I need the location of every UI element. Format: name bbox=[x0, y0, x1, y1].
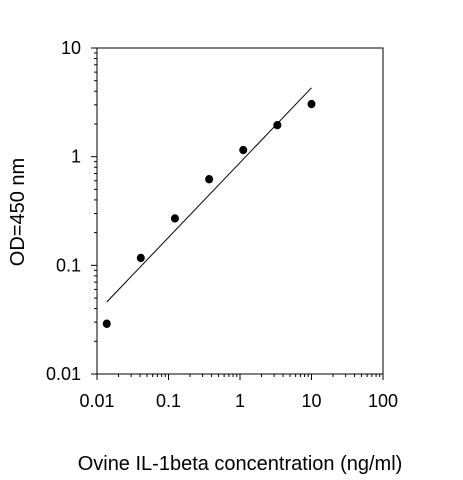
y-tick-label: 10 bbox=[61, 38, 81, 58]
y-tick-label: 1 bbox=[71, 147, 81, 167]
y-axis-title: OD=450 nm bbox=[7, 158, 29, 266]
data-point bbox=[273, 120, 282, 130]
x-tick-label: 10 bbox=[301, 391, 321, 411]
y-tick-label: 0.01 bbox=[46, 364, 81, 384]
data-point bbox=[239, 145, 248, 155]
x-tick-label: 100 bbox=[368, 391, 398, 411]
data-point bbox=[102, 319, 111, 328]
y-axis-ticks: 0.01 0.1 1 10 bbox=[46, 38, 97, 384]
x-tick-label: 0.1 bbox=[156, 391, 181, 411]
data-point bbox=[136, 253, 145, 263]
y-tick-label: 0.1 bbox=[56, 255, 81, 275]
x-tick-label: 1 bbox=[235, 391, 245, 411]
x-axis-title: Ovine IL-1beta concentration (ng/ml) bbox=[78, 453, 403, 475]
data-point bbox=[170, 214, 179, 223]
data-point bbox=[307, 99, 316, 109]
data-point bbox=[205, 175, 214, 184]
fit-line bbox=[106, 87, 312, 303]
plot-frame bbox=[96, 47, 384, 375]
data-points bbox=[102, 99, 316, 328]
x-axis-ticks: 0.01 0.1 1 10 100 bbox=[79, 374, 398, 411]
x-tick-label: 0.01 bbox=[79, 391, 114, 411]
